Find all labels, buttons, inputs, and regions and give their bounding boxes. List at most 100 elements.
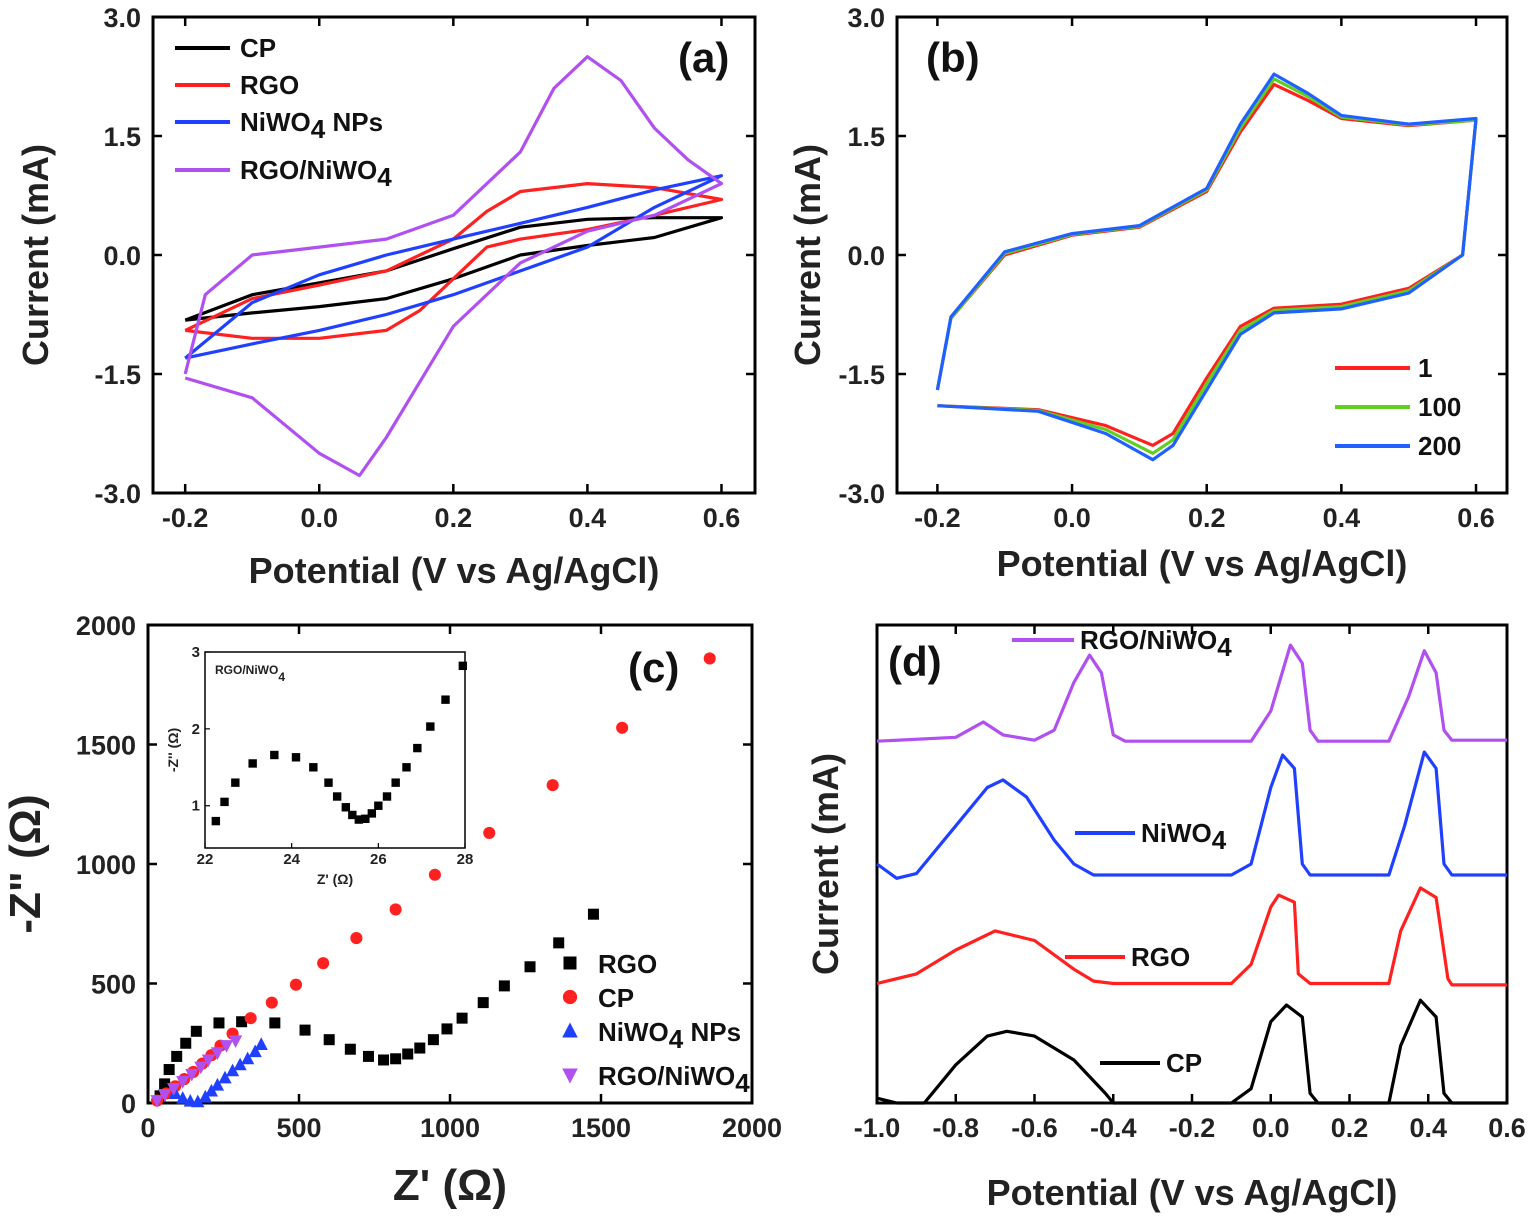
y-tick-label: 1000 <box>76 850 136 880</box>
legend-label: 1 <box>1418 353 1432 383</box>
data-point <box>344 1043 356 1055</box>
data-point <box>180 1037 192 1049</box>
data-point <box>498 980 510 992</box>
data-point <box>194 1061 208 1075</box>
x-axis-label: Potential (V vs Ag/AgCl) <box>987 1172 1398 1213</box>
series-line <box>935 72 1478 462</box>
legend-label: RGO <box>240 70 299 100</box>
series-cp <box>184 216 724 322</box>
legend-label: RGO/NiWO4 <box>1080 625 1232 662</box>
panel-label: (c) <box>628 644 679 691</box>
series-rgo-niwo4 <box>876 643 1507 743</box>
data-point <box>616 721 629 734</box>
y-tick-label: 3.0 <box>847 3 885 33</box>
legend-marker <box>563 956 577 970</box>
data-point <box>241 1051 255 1065</box>
inset-y-axis-label: -Z'' (Ω) <box>165 728 181 772</box>
legend-item: RGO <box>175 70 299 100</box>
legend-item: 100 <box>1335 392 1461 422</box>
inset-plot: 22 24 26 28 1 2 3 RGO/NiWO4 Z' (Ω) -Z'' (Ω) <box>165 644 473 887</box>
y-axis-label: Current (mA) <box>15 144 56 366</box>
data-point <box>171 1050 183 1062</box>
y-tick-label: 1.5 <box>103 122 141 152</box>
inset-data-point <box>231 778 240 787</box>
series-rgo <box>184 182 724 340</box>
inset-title: RGO/NiWO4 <box>215 663 285 684</box>
x-tick-label: 0.6 <box>1488 1113 1526 1143</box>
series-line <box>184 182 724 340</box>
x-tick-label: 0.0 <box>1053 503 1091 533</box>
legend-item: CP <box>1100 1048 1202 1078</box>
series-line <box>876 750 1507 880</box>
inset-data-point <box>361 814 370 823</box>
data-point <box>218 1070 232 1084</box>
legend-item: NiWO4 NPs <box>562 1017 741 1054</box>
y-tick-label: -1.5 <box>838 360 885 390</box>
panel-label: (a) <box>678 34 729 81</box>
inset-data-point <box>402 763 411 772</box>
inset-data-point <box>367 809 377 818</box>
data-point <box>236 1016 248 1028</box>
panel-d: -1.0 -0.8 -0.6 -0.4 -0.2 0.0 0.2 0.4 0.6 Potentia… <box>805 623 1526 1213</box>
x-tick-label: -0.2 <box>914 503 961 533</box>
series-line <box>184 174 724 360</box>
legend-label: CP <box>598 983 634 1013</box>
x-tick-label: 500 <box>276 1113 321 1143</box>
data-point <box>587 908 599 920</box>
plot-frame <box>875 623 1509 1105</box>
data-point <box>402 1048 414 1060</box>
y-tick-label: 2000 <box>76 611 136 641</box>
data-point <box>176 1091 190 1104</box>
inset-data-point <box>332 792 342 801</box>
data-point <box>546 779 559 792</box>
legend-item: NiWO4 NPs <box>175 107 383 144</box>
x-tick-label: -0.2 <box>1169 1113 1216 1143</box>
y-axis-label: Current (mA) <box>787 144 828 366</box>
inset-data-point <box>374 801 383 810</box>
data-point <box>428 868 441 881</box>
series-niwo4 <box>876 750 1507 880</box>
inset-data-point <box>341 803 351 812</box>
legend-item: RGO <box>1065 942 1190 972</box>
data-point <box>390 1053 402 1065</box>
x-tick-label: -0.8 <box>932 1113 979 1143</box>
data-point <box>456 1012 468 1024</box>
y-tick-label: 3.0 <box>103 3 141 33</box>
panel-label: (d) <box>888 638 942 685</box>
data-point <box>427 1034 439 1046</box>
x-tick-label: 0.0 <box>1252 1113 1290 1143</box>
data-point <box>265 996 278 1009</box>
data-point <box>524 961 536 973</box>
inset-data-point <box>391 778 400 787</box>
y-tick-label: -3.0 <box>94 479 141 509</box>
data-point <box>317 957 330 970</box>
y-tick-label: 1.5 <box>847 122 885 152</box>
series-100 <box>935 77 1478 455</box>
series-line <box>876 643 1507 743</box>
data-point <box>191 1094 205 1108</box>
x-axis-label: Potential (V vs Ag/AgCl) <box>249 550 660 591</box>
series-niwo4-nps <box>168 1037 268 1108</box>
x-tick-label: 0 <box>140 1113 155 1143</box>
y-tick-label: 1 <box>192 798 200 815</box>
x-tick-label: 26 <box>370 851 387 868</box>
inset-data-point <box>458 661 468 671</box>
legend-item: CP <box>562 983 634 1013</box>
inset-data-point <box>211 816 221 826</box>
data-point <box>201 1054 215 1068</box>
data-point <box>389 903 402 916</box>
legend-marker <box>562 989 578 1005</box>
y-tick-label: -1.5 <box>94 360 141 390</box>
y-tick-label: 0.0 <box>847 241 885 271</box>
x-tick-label: -0.6 <box>1011 1113 1058 1143</box>
series-rgo <box>154 908 599 1102</box>
panel-c: 0 500 1000 1500 2000 2000 1500 1000 500 0 Z' (Ω) -Z… <box>1 611 782 1210</box>
data-point <box>299 1024 311 1036</box>
x-tick-label: -1.0 <box>854 1113 901 1143</box>
data-point <box>190 1025 202 1037</box>
x-tick-label: 0.2 <box>435 503 473 533</box>
inset-data-point <box>441 695 450 704</box>
inset-data-point <box>324 778 333 787</box>
plot-frame <box>204 651 466 849</box>
